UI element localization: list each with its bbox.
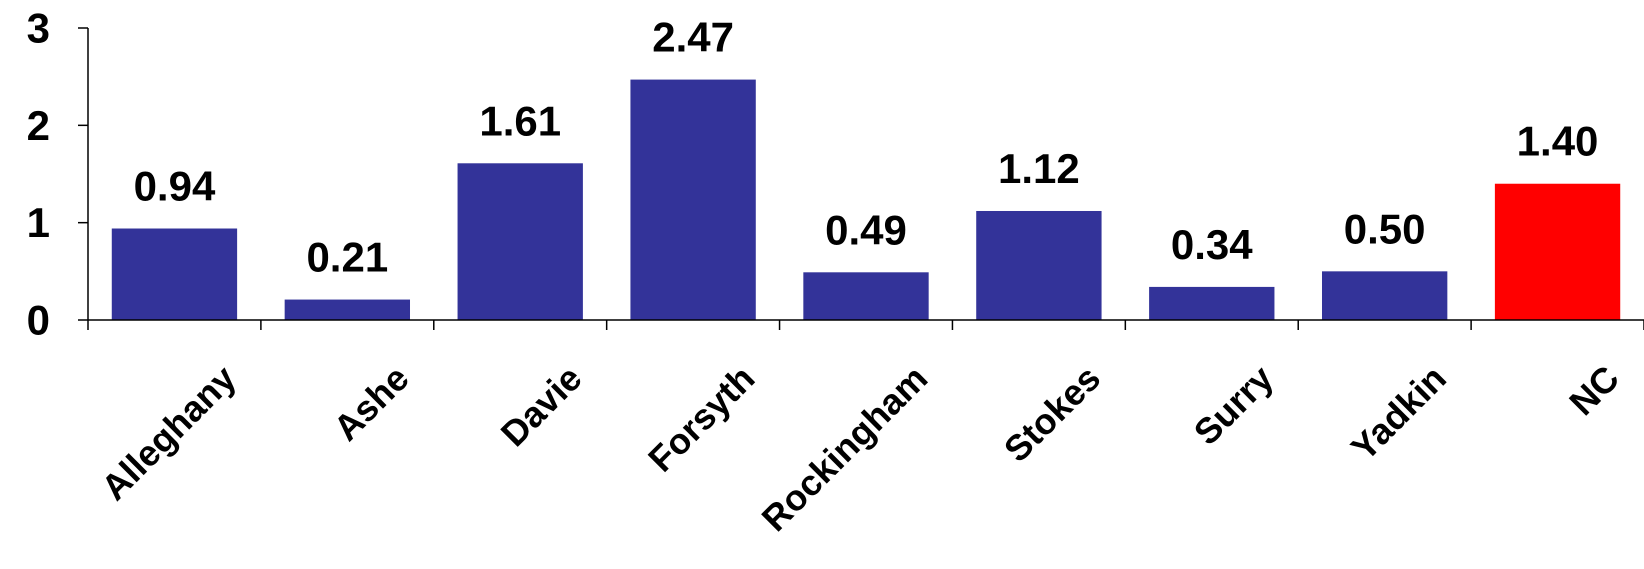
bar [976, 210, 1102, 320]
y-axis-ticks: 0 1 2 3 [27, 5, 88, 344]
bar [111, 228, 238, 320]
data-labels: 0.94 0.21 1.61 2.47 0.49 1.12 0.34 0.50 1.40 [134, 14, 1599, 281]
category-label: Surry [1186, 357, 1281, 452]
data-label: 0.21 [306, 234, 388, 281]
category-label: Forsyth [640, 357, 762, 479]
category-label: Davie [493, 357, 590, 454]
bar [1149, 286, 1275, 320]
y-tick-label: 1 [27, 199, 50, 246]
category-label: Alleghany [93, 357, 244, 508]
data-label: 1.61 [479, 97, 561, 144]
bar [803, 272, 929, 320]
x-axis-ticks [87, 320, 1644, 330]
data-label: 0.94 [134, 163, 216, 210]
y-tick-label: 0 [27, 297, 50, 344]
data-label: 0.50 [1344, 205, 1426, 252]
y-tick-label: 2 [27, 102, 50, 149]
category-label: Ashe [325, 357, 416, 448]
bar [457, 163, 583, 320]
data-label: 2.47 [652, 14, 734, 61]
bars [111, 79, 1621, 320]
category-label: NC [1561, 357, 1627, 423]
bar [1494, 183, 1621, 320]
y-tick-label: 3 [27, 5, 50, 52]
category-label: Yadkin [1343, 357, 1454, 468]
bar [630, 79, 756, 320]
category-label: Rockingham [754, 357, 936, 539]
data-label: 1.12 [998, 145, 1080, 192]
data-label: 0.34 [1171, 221, 1253, 268]
bar [1321, 271, 1448, 320]
data-label: 0.49 [825, 206, 907, 253]
data-label: 1.40 [1517, 118, 1599, 165]
bar [284, 299, 411, 320]
category-label: Stokes [996, 357, 1108, 469]
